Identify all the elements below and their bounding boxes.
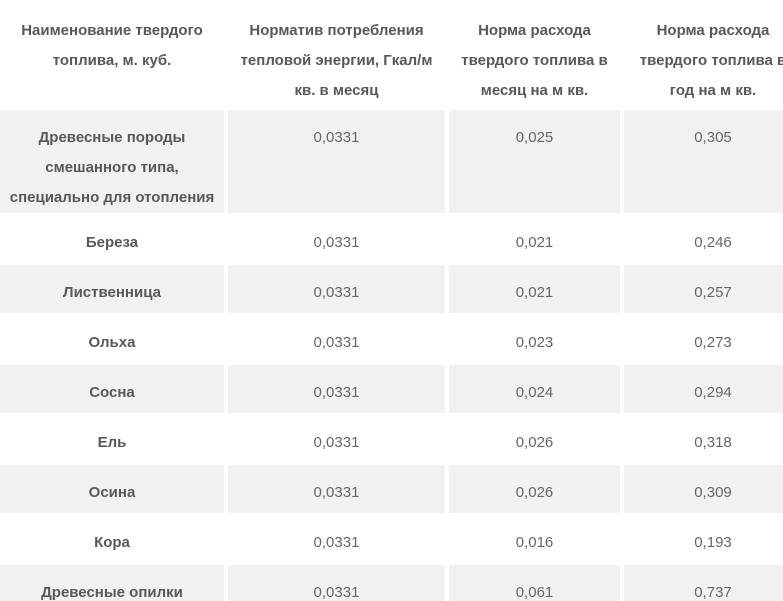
fuel-name-cell: Ель — [0, 415, 224, 463]
column-header-fuel-name: Наименование твердого топлива, м. куб. — [0, 0, 224, 108]
table-row: Лиственница 0,0331 0,021 0,257 — [0, 265, 783, 313]
column-header-energy-norm: Норматив потребления тепловой энергии, Г… — [228, 0, 445, 108]
table-row: Ольха 0,0331 0,023 0,273 — [0, 315, 783, 363]
fuel-name-cell: Осина — [0, 465, 224, 513]
fuel-name-cell: Ольха — [0, 315, 224, 363]
value-cell: 0,273 — [624, 315, 783, 363]
fuel-name-cell: Лиственница — [0, 265, 224, 313]
value-cell: 0,0331 — [228, 315, 445, 363]
value-cell: 0,024 — [449, 365, 620, 413]
value-cell: 0,737 — [624, 565, 783, 601]
column-header-yearly-rate: Норма расхода твердого топлива в год на … — [624, 0, 783, 108]
value-cell: 0,021 — [449, 215, 620, 263]
value-cell: 0,0331 — [228, 110, 445, 213]
value-cell: 0,257 — [624, 265, 783, 313]
table-row: Осина 0,0331 0,026 0,309 — [0, 465, 783, 513]
value-cell: 0,318 — [624, 415, 783, 463]
fuel-name-cell: Древесные породы смешанного типа, специа… — [0, 110, 224, 213]
value-cell: 0,309 — [624, 465, 783, 513]
value-cell: 0,0331 — [228, 365, 445, 413]
table-row: Ель 0,0331 0,026 0,318 — [0, 415, 783, 463]
header-row: Наименование твердого топлива, м. куб. Н… — [0, 0, 783, 108]
value-cell: 0,294 — [624, 365, 783, 413]
value-cell: 0,0331 — [228, 515, 445, 563]
column-header-monthly-rate: Норма расхода твердого топлива в месяц н… — [449, 0, 620, 108]
value-cell: 0,0331 — [228, 465, 445, 513]
value-cell: 0,023 — [449, 315, 620, 363]
value-cell: 0,0331 — [228, 565, 445, 601]
table-row: Древесные опилки 0,0331 0,061 0,737 — [0, 565, 783, 601]
value-cell: 0,026 — [449, 415, 620, 463]
value-cell: 0,016 — [449, 515, 620, 563]
table-row: Кора 0,0331 0,016 0,193 — [0, 515, 783, 563]
value-cell: 0,061 — [449, 565, 620, 601]
table-row: Древесные породы смешанного типа, специа… — [0, 110, 783, 213]
value-cell: 0,025 — [449, 110, 620, 213]
fuel-name-cell: Сосна — [0, 365, 224, 413]
value-cell: 0,193 — [624, 515, 783, 563]
value-cell: 0,0331 — [228, 215, 445, 263]
value-cell: 0,305 — [624, 110, 783, 213]
value-cell: 0,246 — [624, 215, 783, 263]
fuel-name-cell: Кора — [0, 515, 224, 563]
fuel-name-cell: Береза — [0, 215, 224, 263]
value-cell: 0,021 — [449, 265, 620, 313]
value-cell: 0,0331 — [228, 415, 445, 463]
fuel-name-cell: Древесные опилки — [0, 565, 224, 601]
table-row: Береза 0,0331 0,021 0,246 — [0, 215, 783, 263]
value-cell: 0,0331 — [228, 265, 445, 313]
value-cell: 0,026 — [449, 465, 620, 513]
table-row: Сосна 0,0331 0,024 0,294 — [0, 365, 783, 413]
